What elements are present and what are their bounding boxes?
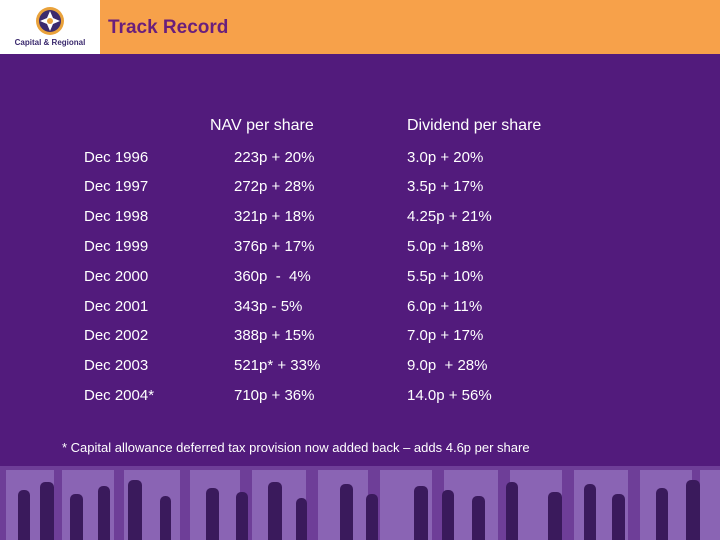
row-dividend: 7.0p + 17% <box>407 327 484 344</box>
column-header-nav: NAV per share <box>210 117 314 134</box>
person-silhouette <box>268 482 282 540</box>
row-dividend: 9.0p + 28% <box>407 357 488 374</box>
company-logo-icon <box>36 7 64 35</box>
person-silhouette <box>584 484 596 540</box>
person-silhouette <box>442 490 454 540</box>
person-silhouette <box>548 492 562 540</box>
row-nav: 360p - 4% <box>234 268 311 285</box>
person-silhouette <box>686 480 700 540</box>
row-period: Dec 2000 <box>84 268 149 285</box>
window-pane <box>700 470 720 540</box>
person-silhouette <box>612 494 625 540</box>
footnote: * Capital allowance deferred tax provisi… <box>62 440 530 455</box>
person-silhouette <box>40 482 54 540</box>
row-dividend: 5.5p + 10% <box>407 268 484 285</box>
person-silhouette <box>656 488 668 540</box>
row-period: Dec 1998 <box>84 208 149 225</box>
row-nav: 272p + 28% <box>234 178 315 195</box>
row-nav: 388p + 15% <box>234 327 315 344</box>
row-nav: 343p - 5% <box>234 298 303 315</box>
row-nav: 223p + 20% <box>234 149 315 166</box>
person-silhouette <box>98 486 110 540</box>
person-silhouette <box>128 480 142 540</box>
logo-text: Capital & Regional <box>14 38 86 47</box>
column-header-dividend: Dividend per share <box>407 117 542 134</box>
person-silhouette <box>472 496 485 540</box>
row-nav: 376p + 17% <box>234 238 315 255</box>
row-period: Dec 1997 <box>84 178 149 195</box>
row-dividend: 3.5p + 17% <box>407 178 484 195</box>
row-nav: 521p* + 33% <box>234 357 321 374</box>
row-period: Dec 2004* <box>84 387 155 404</box>
row-dividend: 6.0p + 11% <box>407 298 483 315</box>
row-dividend: 14.0p + 56% <box>407 387 492 404</box>
person-silhouette <box>296 498 307 540</box>
person-silhouette <box>366 494 378 540</box>
header-bar: Capital & Regional Track Record <box>0 0 720 54</box>
logo: Capital & Regional <box>0 0 100 54</box>
person-silhouette <box>236 492 248 540</box>
row-period: Dec 1996 <box>84 149 149 166</box>
row-period: Dec 2002 <box>84 327 149 344</box>
person-silhouette <box>160 496 171 540</box>
row-dividend: 3.0p + 20% <box>407 149 484 166</box>
person-silhouette <box>340 484 353 540</box>
decorative-footer-image <box>0 466 720 540</box>
row-period: Dec 1999 <box>84 238 149 255</box>
row-nav: 321p + 18% <box>234 208 315 225</box>
page-title: Track Record <box>108 17 229 38</box>
person-silhouette <box>18 490 30 540</box>
row-period: Dec 2001 <box>84 298 149 315</box>
person-silhouette <box>206 488 219 540</box>
row-nav: 710p + 36% <box>234 387 315 404</box>
row-dividend: 4.25p + 21% <box>407 208 492 225</box>
person-silhouette <box>414 486 428 540</box>
row-dividend: 5.0p + 18% <box>407 238 484 255</box>
person-silhouette <box>506 482 518 540</box>
row-period: Dec 2003 <box>84 357 149 374</box>
person-silhouette <box>70 494 83 540</box>
